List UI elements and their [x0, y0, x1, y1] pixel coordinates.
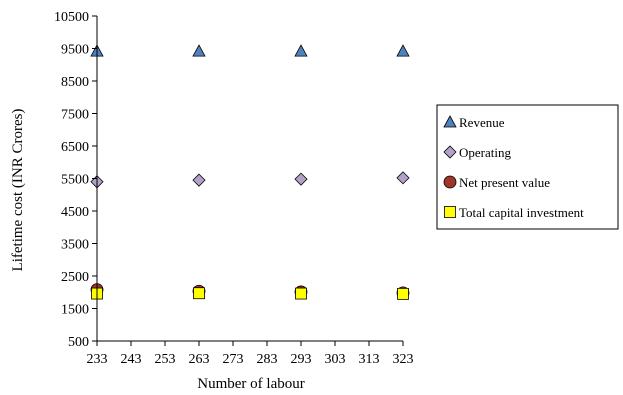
legend-marker: [443, 145, 457, 159]
data-point: [294, 44, 308, 57]
legend-label: Operating: [459, 145, 511, 160]
y-tick-label: 3500: [61, 238, 89, 253]
legend-label: Total capital investment: [459, 205, 584, 220]
y-tick-label: 6500: [61, 140, 89, 155]
legend-box: [436, 104, 619, 230]
data-point: [397, 287, 409, 300]
y-tick-label: 5500: [61, 173, 89, 188]
y-tick-label: 10500: [54, 10, 89, 25]
y-tick-label: 2500: [61, 270, 89, 285]
y-tick-label: 1500: [61, 303, 89, 318]
data-point: [192, 44, 206, 57]
y-tick-label: 500: [68, 335, 89, 350]
x-tick-label: 293: [291, 352, 312, 367]
x-tick-label: 273: [223, 352, 244, 367]
legend-label: Revenue: [459, 115, 505, 130]
legend-marker: [444, 206, 456, 218]
legend-marker: [443, 115, 457, 128]
y-axis: 500 1500 2500 3500 4500 5500 6500 7500 8500 9500 1…: [54, 10, 98, 350]
legend: Revenue Operating Net present value Total c…: [436, 104, 619, 230]
data-point: [294, 172, 308, 186]
series-net-present-value: [90, 283, 410, 300]
data-point: [295, 287, 307, 300]
legend-marker: [443, 175, 457, 189]
legend-label: Net present value: [459, 175, 550, 190]
data-point: [193, 287, 205, 300]
x-axis: 233 243 253 263 273 283 293 303 313 323: [87, 340, 414, 367]
data-point: [396, 44, 410, 57]
x-tick-label: 233: [87, 352, 108, 367]
x-tick-label: 243: [121, 352, 142, 367]
y-tick-label: 9500: [61, 43, 89, 58]
x-tick-label: 323: [393, 352, 414, 367]
plot-area: [90, 44, 410, 300]
y-tick-label: 4500: [61, 205, 89, 220]
y-axis-title: Lifetime cost (INR Crores): [10, 109, 26, 272]
x-tick-label: 253: [155, 352, 176, 367]
x-tick-label: 263: [189, 352, 210, 367]
x-tick-label: 313: [359, 352, 380, 367]
x-axis-title: Number of labour: [197, 376, 304, 392]
x-tick-label: 283: [257, 352, 278, 367]
series-revenue: [90, 44, 410, 57]
y-tick-label: 8500: [61, 75, 89, 90]
x-tick-label: 303: [325, 352, 346, 367]
series-total-capital-investment: [91, 287, 409, 300]
data-point: [192, 173, 206, 187]
y-tick-label: 7500: [61, 108, 89, 123]
series-operating: [90, 171, 410, 189]
data-point: [396, 171, 410, 185]
